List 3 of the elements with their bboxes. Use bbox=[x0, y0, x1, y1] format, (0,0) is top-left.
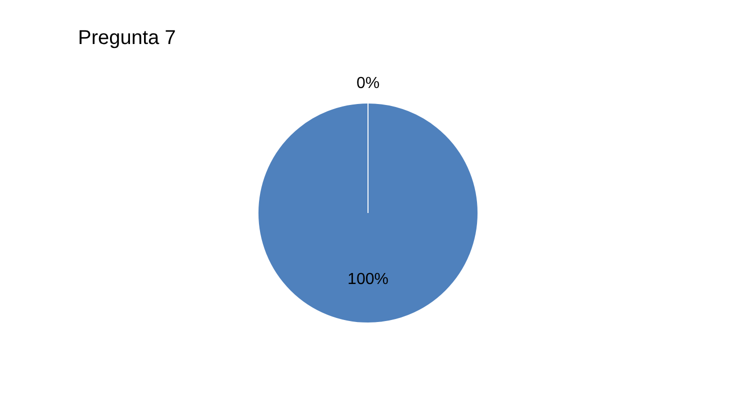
chart-title: Pregunta 7 bbox=[78, 27, 176, 49]
data-label: 100% bbox=[348, 271, 388, 288]
text: 0% bbox=[356, 75, 380, 92]
